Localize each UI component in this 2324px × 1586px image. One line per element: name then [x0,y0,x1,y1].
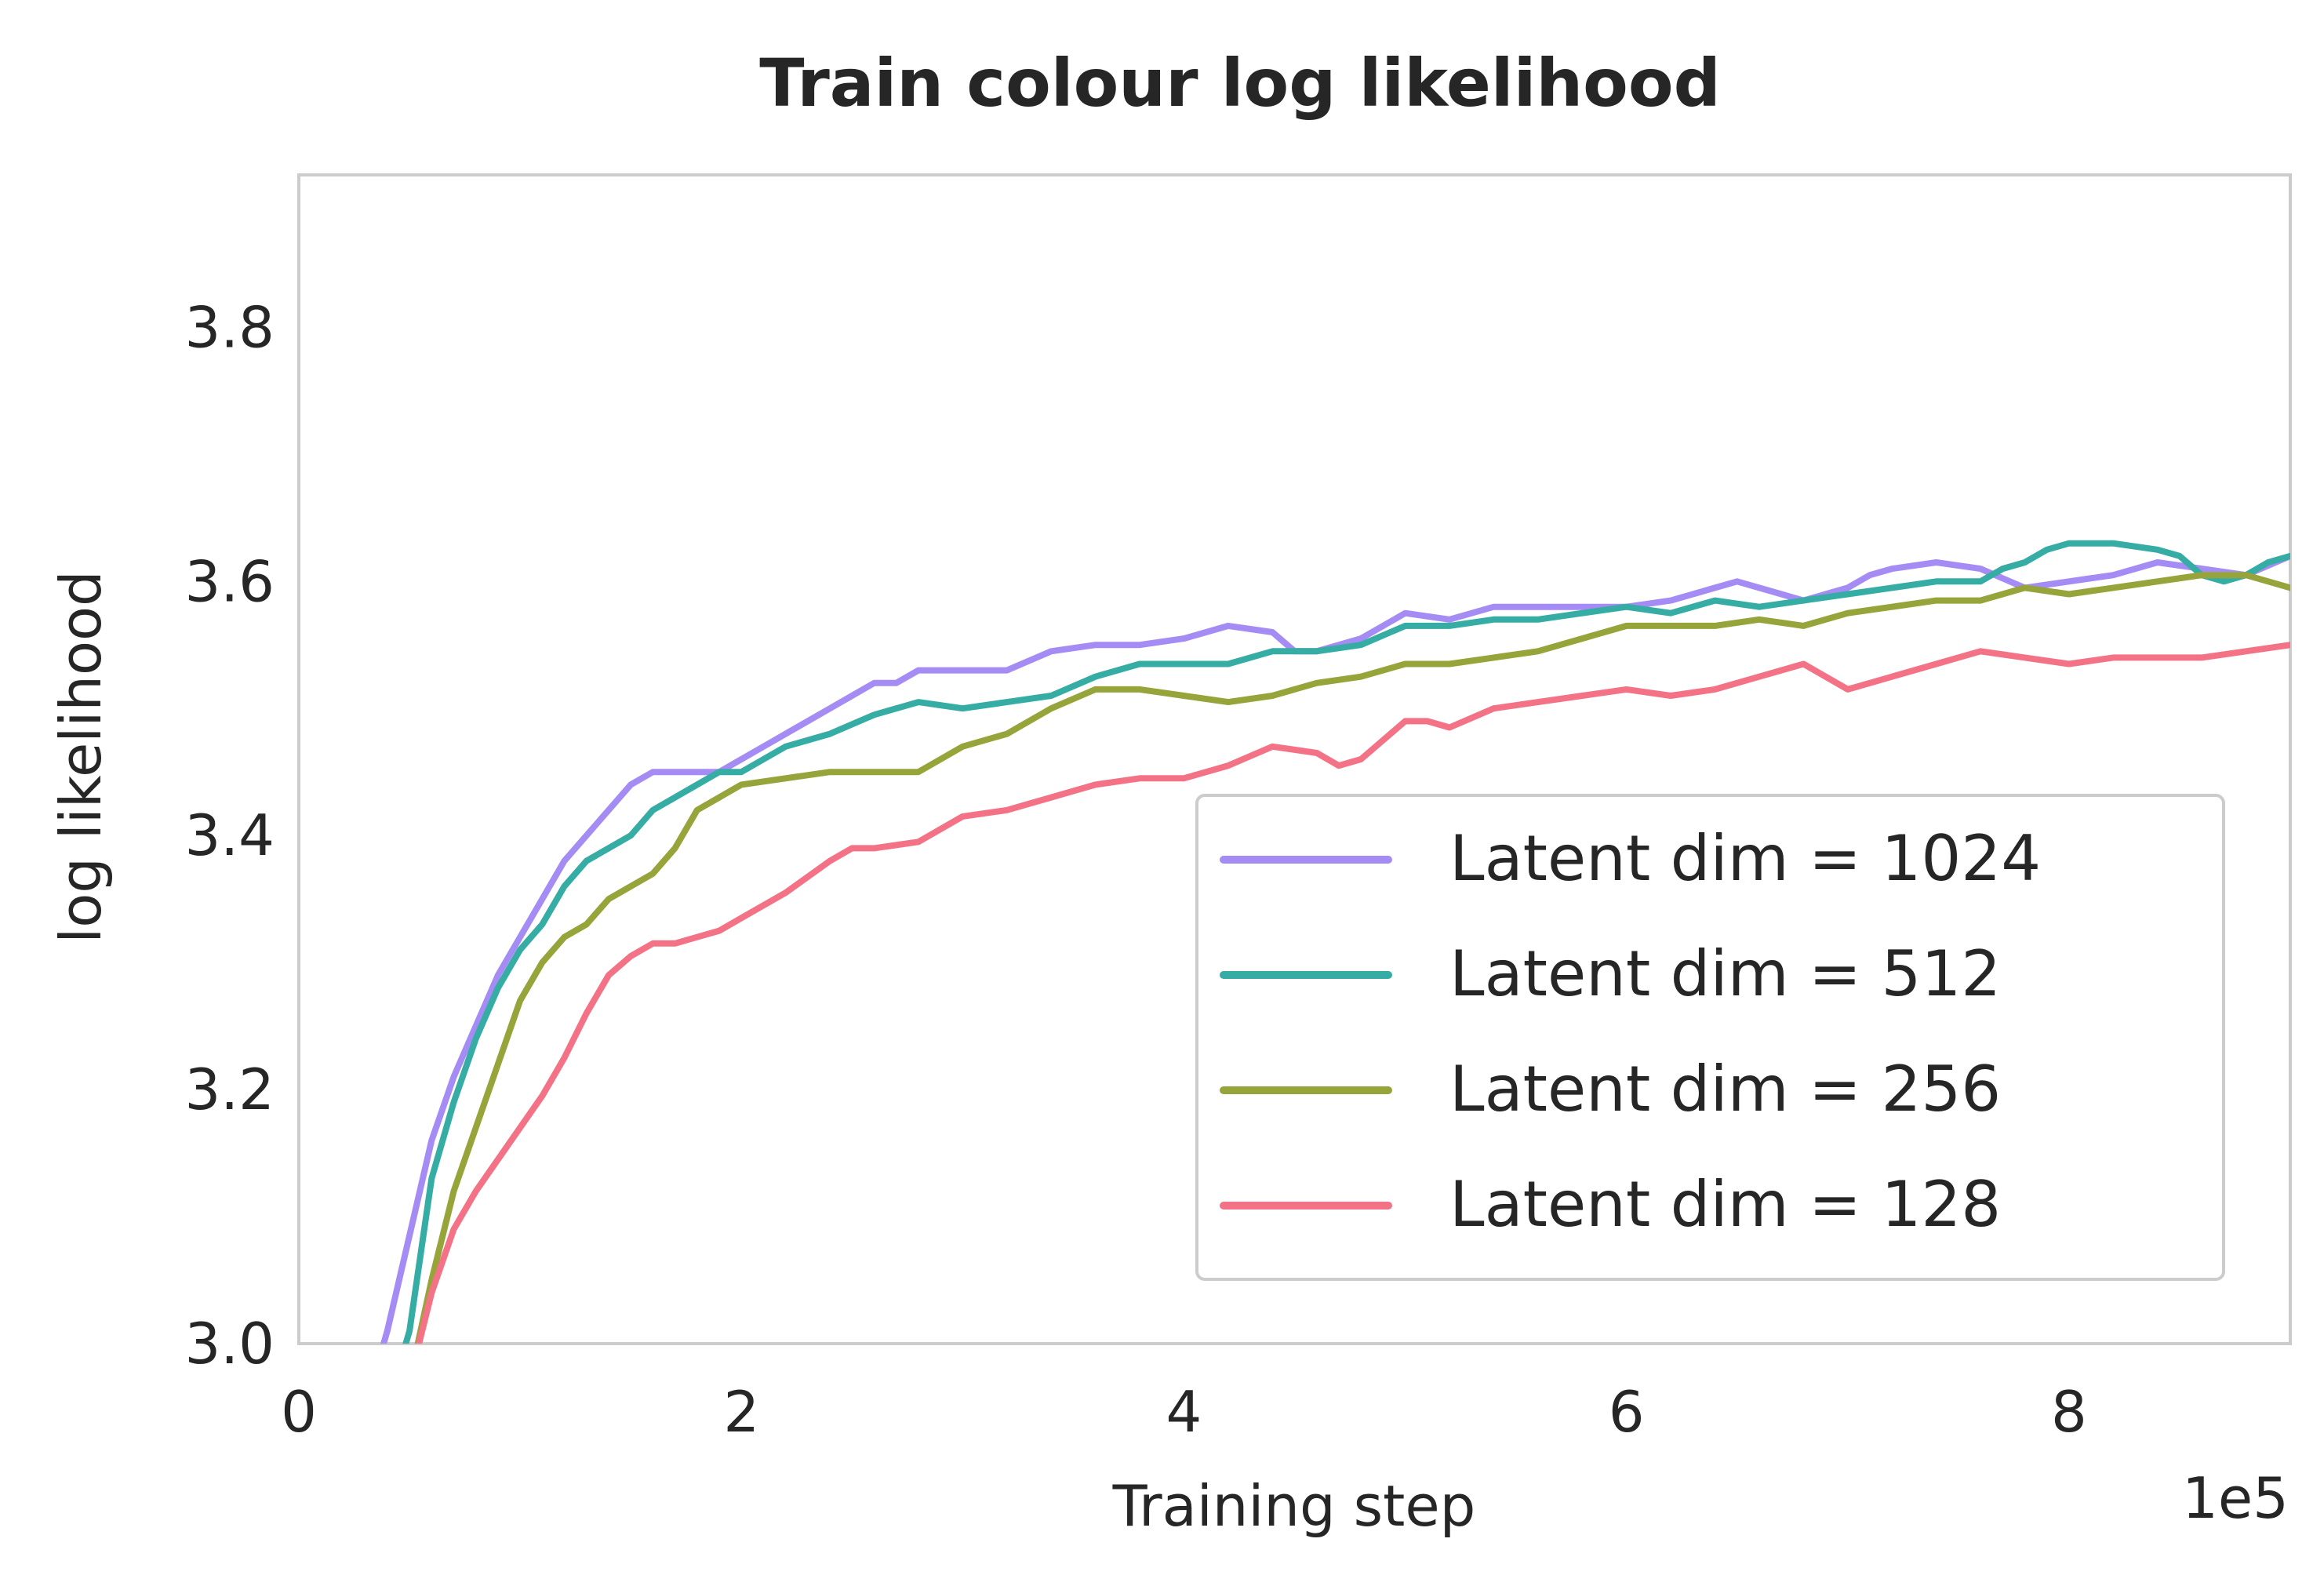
x-tick-label: 8 [2051,1379,2087,1445]
legend-label: Latent dim = 1024 [1449,822,2041,895]
series-line-4 [416,642,2290,1344]
legend: Latent dim = 1024 Latent dim = 512 Latent … [1195,794,2225,1281]
x-tick-label: 0 [281,1379,317,1445]
x-tick-label: 2 [723,1379,759,1445]
y-tick-label: 3.4 [184,802,275,868]
y-tick-label: 3.0 [184,1311,275,1377]
plot-frame [297,173,2292,1345]
series-layer [380,540,2290,1344]
x-axis-label: Training step [1112,1473,1476,1539]
series-line-3 [414,572,2290,1344]
y-tick-label: 3.2 [184,1057,275,1122]
legend-label: Latent dim = 256 [1449,1053,2001,1126]
y-axis-label: log likelihood [48,570,114,944]
y-tick-label: 3.6 [184,548,275,614]
legend-frame [1195,794,2225,1281]
series-line-1 [380,552,2290,1344]
y-axis-ticks: 3.0 3.2 3.4 3.6 3.8 [184,294,275,1377]
x-axis-ticks: 0 2 4 6 8 [281,1379,2087,1445]
x-axis-offset-label: 1e5 [2182,1465,2289,1531]
legend-label: Latent dim = 128 [1449,1168,2001,1241]
y-tick-label: 3.8 [184,294,275,360]
x-tick-label: 6 [1609,1379,1645,1445]
chart-title: Train colour log likelihood [759,45,1720,122]
x-tick-label: 4 [1166,1379,1202,1445]
plot-area [297,173,2292,1345]
series-line-2 [402,540,2290,1344]
legend-label: Latent dim = 512 [1449,937,2001,1010]
